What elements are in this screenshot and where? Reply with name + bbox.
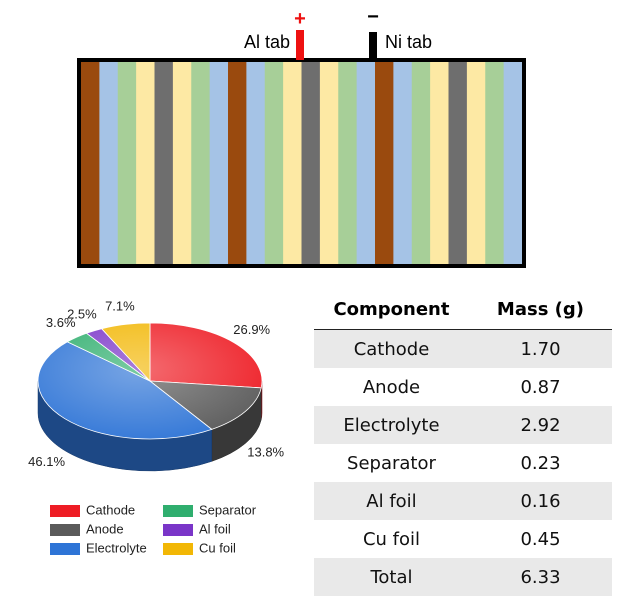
electrode-layers [81, 62, 523, 264]
pie-legend: Cathode Anode Electrolyte Separator Al foil C… [50, 502, 257, 555]
layer-separator [338, 62, 358, 264]
legend-swatch [50, 505, 80, 517]
layer-cathode-coating [136, 62, 156, 264]
layer-cu [228, 62, 247, 264]
layer-cu [81, 62, 100, 264]
positive-tab [296, 30, 304, 60]
legend-label: Cu foil [199, 540, 236, 555]
table-row: Al foil 0.16 [314, 482, 612, 520]
positive-tab-label: Al tab [244, 32, 290, 52]
layer-separator [485, 62, 505, 264]
pie-data-label: 3.6% [46, 315, 76, 330]
pie-data-label: 13.8% [247, 444, 284, 459]
legend-label: Separator [199, 502, 257, 517]
legend-swatch [163, 524, 193, 536]
layer-anode-coating [503, 62, 523, 264]
layer-separator [411, 62, 431, 264]
table-row: Separator 0.23 [314, 444, 612, 482]
layer-al [301, 62, 321, 264]
component-cell: Cu foil [362, 528, 420, 550]
pie-data-label: 2.5% [67, 307, 97, 322]
mass-cell: 0.87 [520, 376, 561, 398]
component-cell: Cathode [314, 329, 469, 368]
layer-cu [375, 62, 394, 264]
legend-label: Al foil [199, 521, 231, 536]
mass-cell: 6.33 [468, 558, 612, 596]
layer-cathode-coating [172, 62, 192, 264]
layer-cathode-coating [466, 62, 486, 264]
table-header-row: Component Mass (g) [314, 289, 612, 330]
mass-cell: 0.16 [468, 482, 612, 520]
layer-separator [264, 62, 284, 264]
pie-top [37, 322, 263, 440]
layer-anode-coating [356, 62, 376, 264]
layer-al [154, 62, 174, 264]
table-row: Cathode 1.70 [314, 329, 612, 368]
pie-data-labels: 26.9% 13.8% 46.1% 3.6%2.5% 7.1% [28, 298, 284, 469]
layer-cathode-coating [319, 62, 339, 264]
mass-cell: 2.92 [468, 406, 612, 444]
component-cell: Electrolyte [314, 406, 469, 444]
pie-data-label: 46.1% [28, 454, 65, 469]
table-row: Total 6.33 [314, 558, 612, 596]
layer-separator [191, 62, 211, 264]
legend-label: Electrolyte [86, 540, 147, 555]
component-cell: Anode [362, 376, 421, 398]
layer-cathode-coating [430, 62, 450, 264]
mass-table: Component Mass (g) Cathode 1.70 Anode 0.… [314, 289, 612, 596]
component-cell: Separator [347, 452, 436, 474]
legend-label: Anode [86, 521, 124, 536]
mass-cell: 1.70 [468, 329, 612, 368]
table-row: Electrolyte 2.92 [314, 406, 612, 444]
layer-anode-coating [246, 62, 266, 264]
layer-al [448, 62, 468, 264]
component-cell: Al foil [314, 482, 469, 520]
layer-anode-coating [99, 62, 119, 264]
column-header-mass: Mass (g) [468, 289, 612, 330]
legend-label: Cathode [86, 502, 135, 517]
layer-anode-coating [209, 62, 229, 264]
mass-pie-chart: 26.9% 13.8% 46.1% 3.6%2.5% 7.1% Cathode Anode… [28, 298, 284, 555]
column-header-component: Component [314, 289, 469, 330]
negative-tab-sign: − [367, 6, 379, 28]
legend-swatch [163, 505, 193, 517]
table-row: Anode 0.87 [314, 368, 612, 406]
layer-anode-coating [393, 62, 413, 264]
legend-swatch [50, 543, 80, 555]
pie-data-label: 7.1% [105, 298, 135, 313]
negative-tab-label: Ni tab [385, 32, 432, 52]
pie-data-label: 26.9% [233, 322, 270, 337]
component-cell: Total [314, 558, 469, 596]
mass-cell: 0.45 [520, 528, 561, 550]
table-row: Cu foil 0.45 [314, 520, 612, 558]
layer-separator [117, 62, 137, 264]
negative-tab [369, 32, 377, 60]
legend-swatch [163, 543, 193, 555]
layer-cathode-coating [283, 62, 303, 264]
positive-tab-sign: + [294, 8, 306, 30]
cell-stack-diagram: + Al tab − Ni tab [77, 6, 526, 268]
mass-cell: 0.23 [520, 452, 561, 474]
legend-swatch [50, 524, 80, 536]
